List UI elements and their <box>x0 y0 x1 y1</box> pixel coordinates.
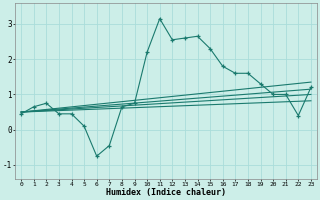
X-axis label: Humidex (Indice chaleur): Humidex (Indice chaleur) <box>106 188 226 197</box>
